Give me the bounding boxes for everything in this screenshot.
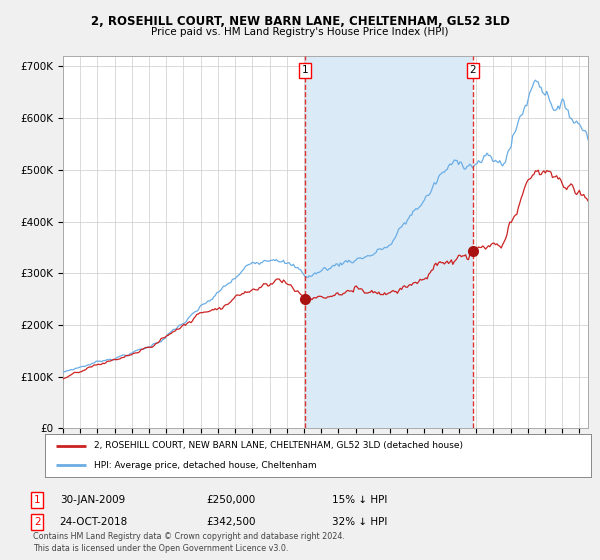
Text: 2: 2 bbox=[470, 66, 476, 75]
Text: 2, ROSEHILL COURT, NEW BARN LANE, CHELTENHAM, GL52 3LD: 2, ROSEHILL COURT, NEW BARN LANE, CHELTE… bbox=[91, 15, 509, 28]
Text: Price paid vs. HM Land Registry's House Price Index (HPI): Price paid vs. HM Land Registry's House … bbox=[151, 27, 449, 38]
Text: 2: 2 bbox=[34, 517, 41, 527]
Text: 15% ↓ HPI: 15% ↓ HPI bbox=[332, 495, 388, 505]
Bar bbox=[305, 56, 473, 428]
Text: 32% ↓ HPI: 32% ↓ HPI bbox=[332, 517, 388, 527]
Text: 1: 1 bbox=[34, 495, 41, 505]
Text: £342,500: £342,500 bbox=[206, 517, 256, 527]
Text: 30-JAN-2009: 30-JAN-2009 bbox=[61, 495, 125, 505]
Text: 2, ROSEHILL COURT, NEW BARN LANE, CHELTENHAM, GL52 3LD (detached house): 2, ROSEHILL COURT, NEW BARN LANE, CHELTE… bbox=[94, 441, 463, 450]
Text: £250,000: £250,000 bbox=[206, 495, 256, 505]
Text: Contains HM Land Registry data © Crown copyright and database right 2024.
This d: Contains HM Land Registry data © Crown c… bbox=[33, 533, 345, 553]
Text: HPI: Average price, detached house, Cheltenham: HPI: Average price, detached house, Chel… bbox=[94, 461, 317, 470]
Text: 1: 1 bbox=[302, 66, 308, 75]
Text: 24-OCT-2018: 24-OCT-2018 bbox=[59, 517, 127, 527]
